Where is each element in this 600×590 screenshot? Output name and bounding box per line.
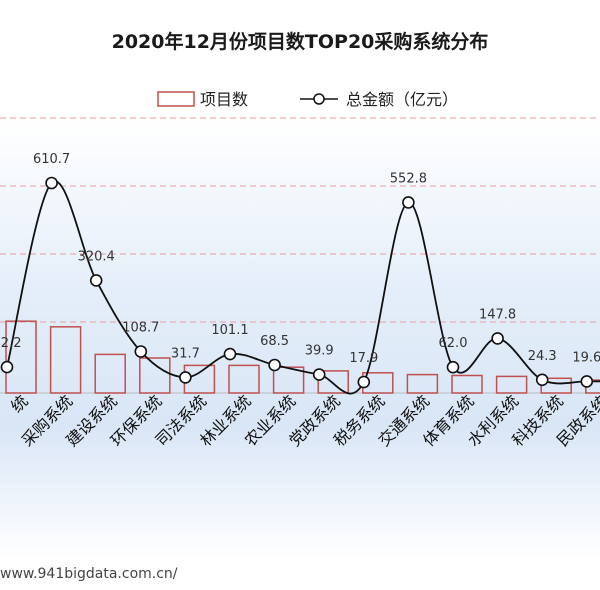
line-marker xyxy=(268,358,281,372)
line-marker xyxy=(89,274,103,287)
bar xyxy=(451,374,483,394)
legend-bar-swatch xyxy=(157,91,195,107)
line-marker xyxy=(491,332,504,345)
data-label: 24.3 xyxy=(528,349,557,364)
data-label: 62.2 xyxy=(0,336,21,351)
bar xyxy=(406,373,439,394)
legend-label-line: 总金额（亿元） xyxy=(346,90,458,109)
bar xyxy=(272,366,305,394)
bar xyxy=(495,375,528,394)
line-marker xyxy=(179,371,192,384)
line-series xyxy=(0,176,600,395)
data-label: 101.1 xyxy=(211,323,248,338)
bar-series xyxy=(5,320,600,394)
data-label: 31.7 xyxy=(171,346,200,361)
line-marker xyxy=(0,360,14,374)
bar xyxy=(228,364,260,394)
data-label: 17.9 xyxy=(349,351,378,366)
line-marker xyxy=(402,196,415,209)
line-marker xyxy=(312,368,326,381)
line-marker xyxy=(134,345,148,358)
bar xyxy=(49,326,82,394)
line-marker xyxy=(45,176,58,190)
data-label: 552.8 xyxy=(390,171,427,186)
line-marker xyxy=(223,347,237,361)
data-label: 147.8 xyxy=(479,307,516,322)
data-label: 610.7 xyxy=(33,152,70,167)
legend-marker-swatch xyxy=(313,93,325,105)
line-marker xyxy=(535,373,549,387)
data-labels: 62.2 610.7 320.4 108.7 31.7 101.1 68.5 39.9 17.9… xyxy=(0,152,600,366)
bar xyxy=(94,353,126,394)
bar xyxy=(317,370,349,394)
line-marker xyxy=(580,375,594,388)
data-label: 39.9 xyxy=(305,344,334,359)
footer-url: www.941bigdata.com.cn/ xyxy=(0,566,178,582)
data-label: 68.5 xyxy=(260,334,289,349)
line-marker xyxy=(357,375,371,389)
plot-background xyxy=(0,118,600,558)
data-label: 19.6 xyxy=(572,350,600,365)
data-label: 108.7 xyxy=(122,321,159,336)
bar xyxy=(5,320,37,394)
chart-title: 2020年12月份项目数TOP20采购系统分布 xyxy=(112,30,489,53)
legend: 项目数 总金额（亿元） xyxy=(157,90,458,109)
data-label: 320.4 xyxy=(78,249,115,264)
bar xyxy=(139,357,171,394)
data-label: 62.0 xyxy=(439,336,468,351)
line-marker xyxy=(446,360,460,374)
legend-label-bars: 项目数 xyxy=(200,90,248,109)
